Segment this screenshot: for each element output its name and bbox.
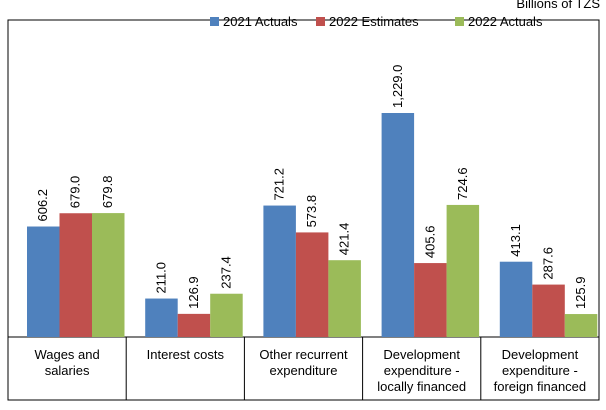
data-label: 679.8 [100,176,115,209]
bar [532,284,565,337]
data-label: 237.4 [218,256,233,289]
data-label: 421.4 [337,223,352,256]
bar [446,204,480,337]
bar [295,232,329,337]
bar [59,213,92,337]
bar [499,261,533,337]
bar [177,313,211,337]
x-tick-label: Wages and salaries [34,347,100,378]
data-label: 126.9 [186,276,201,309]
bar [92,213,125,337]
data-label: 405.6 [422,226,437,259]
data-label: 721.2 [272,168,287,201]
legend-label: 2022 Estimates [329,14,419,29]
x-tick-label: Development expenditure - locally financ… [377,347,467,394]
plot-frame [7,19,600,401]
x-tick-label: Interest costs [146,347,224,362]
data-label: 211.0 [153,262,168,294]
bar [145,298,178,337]
x-tick-label: Development expenditure - foreign financ… [493,347,587,394]
data-label: 1,229.0 [390,65,405,108]
x-tick-label: Other recurrent expenditure [259,347,348,378]
data-label: 287.6 [541,247,556,280]
bar [210,293,243,337]
bar [328,260,361,337]
data-label: 606.2 [35,189,50,222]
legend-swatch [455,17,464,26]
data-label: 679.0 [68,176,83,209]
legend-swatch [316,17,325,26]
legend-label: 2022 Actuals [468,14,543,29]
chart-title: Billions of TZS [516,0,600,11]
data-label: 413.1 [508,224,523,257]
legend-swatch [210,17,219,26]
bar [414,263,447,337]
bar [263,205,296,337]
bar [381,113,415,337]
data-label: 724.6 [455,167,470,200]
data-label: 125.9 [573,277,588,310]
legend-label: 2021 Actuals [223,14,298,29]
bar [564,314,598,337]
bar [27,226,60,337]
data-label: 573.8 [304,195,319,228]
